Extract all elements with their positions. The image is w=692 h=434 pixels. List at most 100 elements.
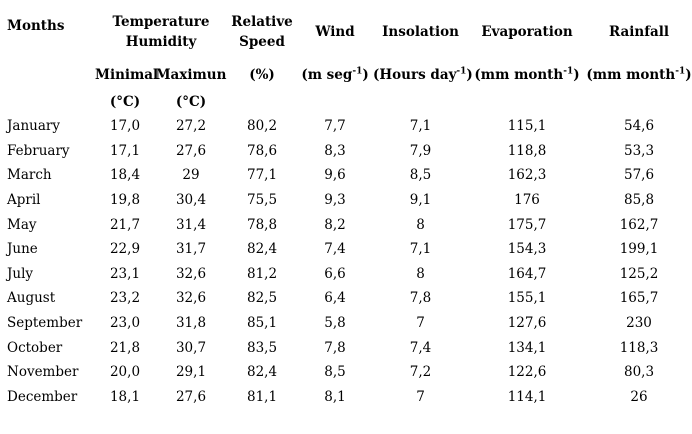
cell-insolation: 7,4	[409, 339, 432, 356]
cell-temp-minimal: 23,2	[109, 290, 141, 307]
unit-insolation-text: (Hours day	[373, 66, 457, 83]
unit-evaporation: (mm month-1)	[468, 60, 586, 89]
unit-wind-close: )	[362, 66, 369, 83]
cell-wind-speed: 9,3	[324, 192, 346, 209]
cell-relative-speed-percent: 78,8	[246, 216, 278, 233]
cell-wind-speed: 9,6	[324, 167, 346, 184]
month-cell: January	[7, 118, 60, 135]
table-row: November 20,0 29,1 82,4 8,5 7,2 122,6 80,3	[0, 360, 692, 385]
cell-temp-minimal: 20,0	[109, 364, 141, 381]
cell-wind-speed: 6,4	[324, 290, 346, 307]
empty-header-cell	[227, 89, 297, 114]
cell-rainfall: 230	[626, 315, 652, 332]
cell-relative-speed-percent: 82,4	[246, 364, 278, 381]
unit-celsius-maximun: (°C)	[175, 93, 207, 110]
cell-temp-maximun: 29,1	[175, 364, 207, 381]
table-body: January 17,0 27,2 80,2 7,7 7,1 115,1 54,6 Februa…	[0, 114, 692, 409]
table-row: December 18,1 27,6 81,1 8,1 7 114,1 26	[0, 385, 692, 410]
cell-insolation: 7,1	[409, 241, 432, 258]
cell-evaporation: 176	[514, 192, 540, 209]
cell-relative-speed-percent: 81,2	[246, 265, 278, 282]
cell-evaporation: 127,6	[507, 315, 547, 332]
cell-evaporation: 175,7	[507, 216, 547, 233]
cell-relative-speed-percent: 80,2	[246, 118, 278, 135]
cell-rainfall: 80,3	[623, 364, 655, 381]
cell-wind-speed: 8,5	[324, 364, 346, 381]
cell-wind-speed: 7,7	[324, 118, 346, 135]
unit-insolation-close: )	[466, 66, 473, 83]
cell-relative-speed-percent: 81,1	[246, 388, 278, 405]
cell-relative-speed-percent: 83,5	[246, 339, 278, 356]
table-row: February 17,1 27,6 78,6 8,3 7,9 118,8 53,3	[0, 139, 692, 164]
col-header-insolation: Insolation	[382, 23, 459, 40]
unit-wind-superscript: -1	[352, 66, 363, 76]
subheader-percent: (%)	[249, 66, 275, 83]
cell-temp-maximun: 31,7	[175, 241, 207, 258]
cell-rainfall: 54,6	[623, 118, 655, 135]
group-label-speed: Speed	[239, 33, 285, 50]
table-row: July 23,1 32,6 81,2 6,6 8 164,7 125,2	[0, 262, 692, 287]
cell-evaporation: 114,1	[507, 388, 547, 405]
cell-temp-maximun: 27,6	[175, 142, 207, 159]
table-row: September 23,0 31,8 85,1 5,8 7 127,6 230	[0, 311, 692, 336]
cell-temp-maximun: 30,7	[175, 339, 207, 356]
empty-header-cell	[586, 89, 692, 114]
cell-temp-minimal: 19,8	[109, 192, 141, 209]
cell-relative-speed-percent: 75,5	[246, 192, 278, 209]
subheader-maximun: Maximun	[155, 66, 227, 83]
cell-wind-speed: 8,2	[324, 216, 346, 233]
cell-relative-speed-percent: 77,1	[246, 167, 278, 184]
cell-temp-maximun: 29	[182, 167, 200, 184]
unit-rainfall-text: (mm month	[586, 66, 676, 83]
cell-evaporation: 115,1	[507, 118, 547, 135]
empty-header-cell	[468, 89, 586, 114]
table-row: August 23,2 32,6 82,5 6,4 7,8 155,1 165,7	[0, 286, 692, 311]
cell-temp-maximun: 27,2	[175, 118, 207, 135]
climate-data-table: Months Temperature Humidity Relative Spe…	[0, 3, 692, 409]
cell-evaporation: 155,1	[507, 290, 547, 307]
unit-celsius-minimal: (°C)	[109, 93, 141, 110]
table-row: April 19,8 30,4 75,5 9,3 9,1 176 85,8	[0, 188, 692, 213]
header-row-groups: Months Temperature Humidity Relative Spe…	[0, 3, 692, 60]
cell-rainfall: 85,8	[623, 192, 655, 209]
cell-temp-maximun: 32,6	[175, 265, 207, 282]
cell-evaporation: 154,3	[507, 241, 547, 258]
cell-wind-speed: 5,8	[324, 315, 346, 332]
unit-rainfall-close: )	[685, 66, 692, 83]
cell-evaporation: 122,6	[507, 364, 547, 381]
cell-rainfall: 162,7	[619, 216, 659, 233]
group-label-temperature: Temperature	[112, 13, 210, 30]
cell-temp-minimal: 23,1	[109, 265, 141, 282]
col-group-temperature-humidity: Temperature Humidity	[95, 3, 227, 60]
cell-temp-minimal: 23,0	[109, 315, 141, 332]
col-header-months: Months	[7, 18, 65, 34]
cell-rainfall: 125,2	[619, 265, 659, 282]
cell-insolation: 7,9	[409, 142, 432, 159]
cell-insolation: 7,8	[409, 290, 432, 307]
cell-rainfall: 26	[630, 388, 648, 405]
month-cell: March	[7, 167, 52, 184]
cell-relative-speed-percent: 82,5	[246, 290, 278, 307]
col-group-relative-speed: Relative Speed	[227, 3, 297, 60]
cell-evaporation: 164,7	[507, 265, 547, 282]
month-cell: November	[7, 364, 79, 381]
unit-rainfall-superscript: -1	[675, 66, 686, 76]
col-header-rainfall: Rainfall	[608, 23, 670, 40]
month-cell: July	[7, 265, 34, 282]
unit-evaporation-superscript: -1	[563, 66, 574, 76]
month-cell: May	[7, 216, 37, 233]
cell-insolation: 7	[416, 388, 425, 405]
cell-wind-speed: 7,8	[324, 339, 346, 356]
group-label-humidity: Humidity	[125, 33, 197, 50]
cell-temp-minimal: 17,0	[109, 118, 141, 135]
col-header-wind: Wind	[315, 23, 355, 40]
cell-temp-maximun: 31,4	[175, 216, 207, 233]
cell-evaporation: 118,8	[507, 142, 547, 159]
unit-wind: (m seg-1)	[297, 60, 373, 89]
cell-temp-maximun: 30,4	[175, 192, 207, 209]
cell-insolation: 7	[416, 315, 425, 332]
cell-rainfall: 53,3	[623, 142, 655, 159]
empty-header-cell	[373, 89, 468, 114]
month-cell: June	[7, 241, 38, 258]
cell-rainfall: 165,7	[619, 290, 659, 307]
